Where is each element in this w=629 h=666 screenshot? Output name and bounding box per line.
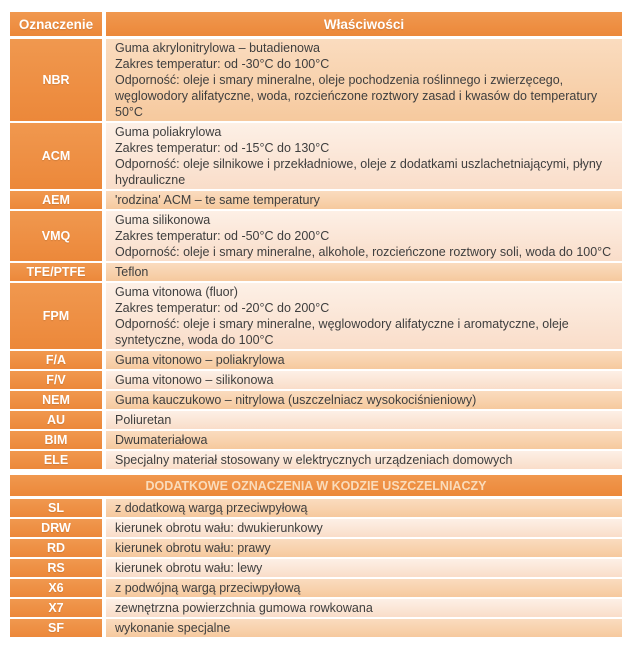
material-code: BIM <box>10 431 102 449</box>
column-header-designation: Oznaczenie <box>10 12 102 36</box>
material-properties: Poliuretan <box>106 411 622 429</box>
material-code: AU <box>10 411 102 429</box>
material-code: NBR <box>10 39 102 121</box>
material-code: NEM <box>10 391 102 409</box>
material-properties: Specjalny materiał stosowany w elektrycz… <box>106 451 622 469</box>
material-row: BIM Dwumateriałowa <box>10 431 622 449</box>
material-properties: Guma silikonowa Zakres temperatur: od -5… <box>106 211 622 261</box>
column-header-properties: Właściwości <box>106 12 622 36</box>
addition-description: kierunek obrotu wału: dwukierunkowy <box>106 519 622 537</box>
material-row: FPM Guma vitonowa (fluor) Zakres tempera… <box>10 283 622 349</box>
material-properties: Guma vitonowo – poliakrylowa <box>106 351 622 369</box>
material-properties: Guma kauczukowo – nitrylowa (uszczelniac… <box>106 391 622 409</box>
addition-row: SF wykonanie specjalne <box>10 619 622 637</box>
material-row: AU Poliuretan <box>10 411 622 429</box>
material-properties: Dwumateriałowa <box>106 431 622 449</box>
addition-code: SF <box>10 619 102 637</box>
addition-row: RS kierunek obrotu wału: lewy <box>10 559 622 577</box>
addition-row: X6 z podwójną wargą przeciwpyłową <box>10 579 622 597</box>
material-row: ELE Specjalny materiał stosowany w elekt… <box>10 451 622 469</box>
addition-description: z podwójną wargą przeciwpyłową <box>106 579 622 597</box>
addition-description: kierunek obrotu wału: lewy <box>106 559 622 577</box>
addition-row: SL z dodatkową wargą przeciwpyłową <box>10 499 622 517</box>
material-properties: Guma vitonowa (fluor) Zakres temperatur:… <box>106 283 622 349</box>
addition-row: RD kierunek obrotu wału: prawy <box>10 539 622 557</box>
material-properties: Guma poliakrylowa Zakres temperatur: od … <box>106 123 622 189</box>
material-row: NEM Guma kauczukowo – nitrylowa (uszczel… <box>10 391 622 409</box>
material-code: FPM <box>10 283 102 349</box>
material-code: ACM <box>10 123 102 189</box>
seal-materials-table: Oznaczenie Właściwości NBR Guma akryloni… <box>10 12 622 639</box>
table-header-row: Oznaczenie Właściwości <box>10 12 622 36</box>
addition-code: SL <box>10 499 102 517</box>
material-code: AEM <box>10 191 102 209</box>
addition-description: zewnętrzna powierzchnia gumowa rowkowana <box>106 599 622 617</box>
addition-code: RD <box>10 539 102 557</box>
material-code: F/V <box>10 371 102 389</box>
addition-description: z dodatkową wargą przeciwpyłową <box>106 499 622 517</box>
material-row: F/V Guma vitonowo – silikonowa <box>10 371 622 389</box>
material-code: ELE <box>10 451 102 469</box>
addition-code: RS <box>10 559 102 577</box>
addition-description: wykonanie specjalne <box>106 619 622 637</box>
material-row: F/A Guma vitonowo – poliakrylowa <box>10 351 622 369</box>
addition-row: DRW kierunek obrotu wału: dwukierunkowy <box>10 519 622 537</box>
material-row: VMQ Guma silikonowa Zakres temperatur: o… <box>10 211 622 261</box>
addition-code: DRW <box>10 519 102 537</box>
material-properties: 'rodzina' ACM – te same temperatury <box>106 191 622 209</box>
material-code: F/A <box>10 351 102 369</box>
material-row: ACM Guma poliakrylowa Zakres temperatur:… <box>10 123 622 189</box>
material-row: AEM 'rodzina' ACM – te same temperatury <box>10 191 622 209</box>
material-code: TFE/PTFE <box>10 263 102 281</box>
material-row: TFE/PTFE Teflon <box>10 263 622 281</box>
addition-code: X6 <box>10 579 102 597</box>
section-header-additional-codes: DODATKOWE OZNACZENIA W KODZIE USZCZELNIA… <box>10 475 622 496</box>
addition-description: kierunek obrotu wału: prawy <box>106 539 622 557</box>
material-code: VMQ <box>10 211 102 261</box>
material-properties: Guma vitonowo – silikonowa <box>106 371 622 389</box>
material-properties: Teflon <box>106 263 622 281</box>
material-properties: Guma akrylonitrylowa – butadienowa Zakre… <box>106 39 622 121</box>
material-row: NBR Guma akrylonitrylowa – butadienowa Z… <box>10 39 622 121</box>
addition-code: X7 <box>10 599 102 617</box>
addition-row: X7 zewnętrzna powierzchnia gumowa rowkow… <box>10 599 622 617</box>
